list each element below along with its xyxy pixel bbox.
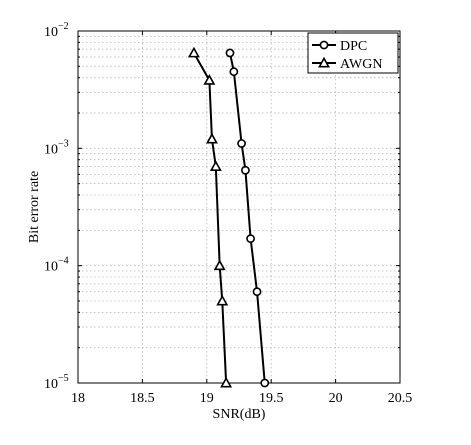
data-point-dpc bbox=[229, 67, 239, 77]
data-point-awgn bbox=[216, 294, 229, 306]
data-point-dpc bbox=[241, 165, 250, 175]
data-point-awgn bbox=[205, 132, 218, 144]
data-point-dpc bbox=[237, 139, 246, 148]
data-point-dpc bbox=[225, 48, 235, 58]
data-point-awgn bbox=[203, 74, 216, 85]
plot-background bbox=[78, 31, 400, 383]
legend-label-dpc: DPC bbox=[340, 39, 367, 54]
x-tick-labels: 18 18.5 19 19.5 20 20.5 bbox=[71, 391, 412, 406]
y-tick-exponent: −4 bbox=[58, 256, 69, 267]
grid bbox=[78, 31, 400, 383]
data-point-dpc bbox=[252, 287, 262, 297]
legend-marker-awgn bbox=[318, 56, 330, 68]
data-point-awgn bbox=[187, 46, 200, 58]
data-point-awgn bbox=[209, 160, 222, 171]
y-tick-label: 10−2 bbox=[44, 21, 69, 40]
y-tick-labels: 10−5 10−4 10−3 10−2 bbox=[44, 21, 69, 392]
x-tick-label: 18.5 bbox=[130, 391, 155, 406]
y-axis-label: Bit error rate bbox=[27, 171, 42, 243]
y-tick-exponent: −5 bbox=[58, 373, 69, 384]
y-tick-label: 10−4 bbox=[44, 256, 69, 275]
plot-frame bbox=[77, 30, 401, 384]
data-point-awgn bbox=[220, 376, 233, 388]
legend: DPC AWGN bbox=[307, 32, 399, 74]
data-point-awgn bbox=[213, 259, 226, 271]
legend-marker-dpc bbox=[319, 40, 329, 50]
y-tick-label: 10−5 bbox=[44, 373, 69, 392]
x-tick-label: 19.5 bbox=[259, 391, 284, 406]
x-axis-label: SNR(dB) bbox=[213, 407, 266, 422]
x-tick-label: 18 bbox=[71, 391, 85, 406]
series-layer bbox=[187, 46, 270, 388]
y-tick-label: 10−3 bbox=[44, 138, 69, 157]
data-point-dpc bbox=[260, 378, 270, 388]
y-tick-exponent: −3 bbox=[58, 138, 69, 149]
x-tick-label: 20.5 bbox=[388, 391, 413, 406]
y-tick-exponent: −2 bbox=[58, 21, 69, 32]
x-tick-label: 19 bbox=[200, 391, 214, 406]
data-point-dpc bbox=[246, 234, 255, 244]
x-tick-label: 20 bbox=[329, 391, 343, 406]
legend-label-awgn: AWGN bbox=[340, 57, 382, 72]
